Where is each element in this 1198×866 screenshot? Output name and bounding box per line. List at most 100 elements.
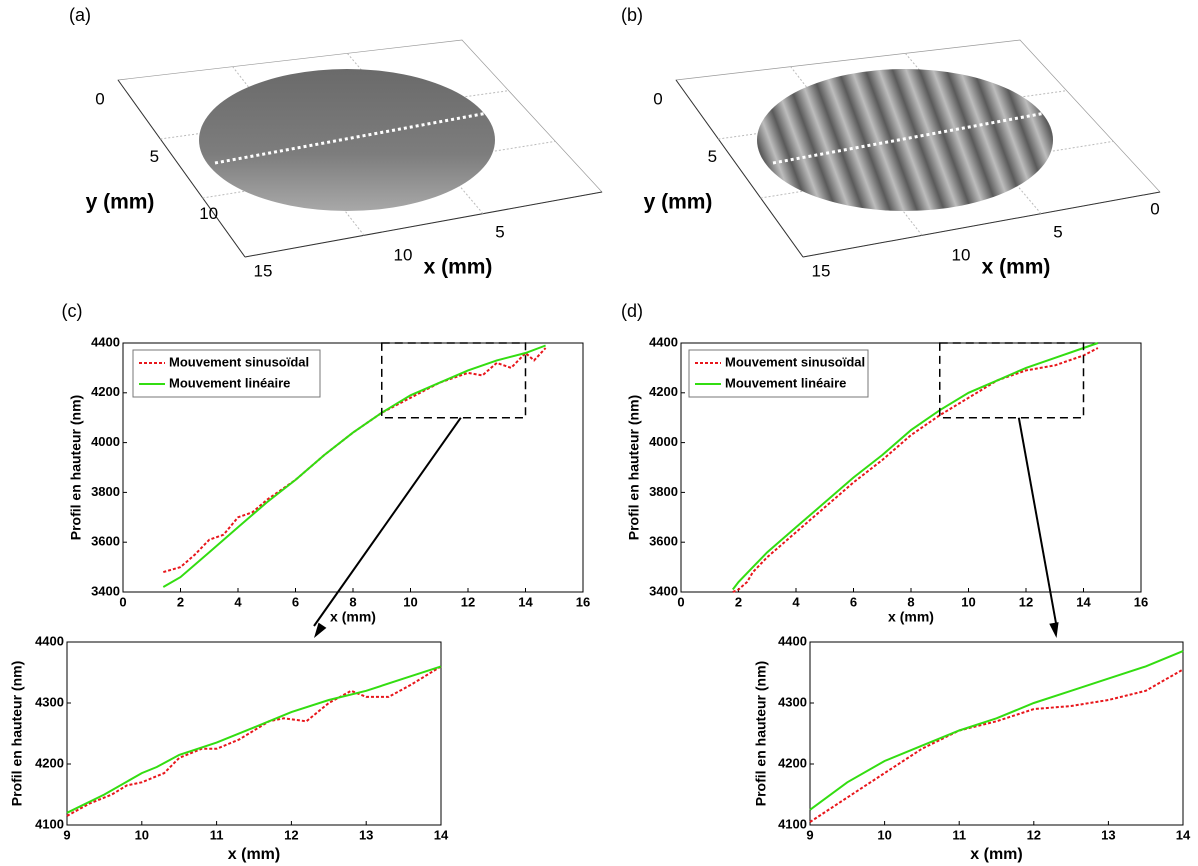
x-axis-label: x (mm) bbox=[424, 256, 493, 279]
y-tick-label: 4200 bbox=[35, 755, 64, 770]
axis bbox=[244, 191, 603, 258]
y-tick-label: 4000 bbox=[649, 434, 678, 449]
x-tick-label: 2 bbox=[735, 594, 742, 609]
y-tick-label: 0 bbox=[653, 89, 662, 108]
x-tick-label: 10 bbox=[961, 594, 975, 609]
plot-frame bbox=[809, 641, 1184, 826]
y-tick-label: 4000 bbox=[91, 434, 120, 449]
x-tick-label: 12 bbox=[461, 594, 475, 609]
y-tick-label: 4200 bbox=[649, 384, 678, 399]
series-line bbox=[66, 665, 442, 817]
y-tick-label: 0 bbox=[95, 89, 104, 108]
legend-label: Mouvement sinusoïdal bbox=[169, 354, 309, 369]
y-tick-label: 4100 bbox=[778, 816, 807, 831]
y-tick-label: 4200 bbox=[778, 755, 807, 770]
x-tick-label: 11 bbox=[210, 827, 224, 842]
y-axis-label: Profil en hauteur (nm) bbox=[68, 395, 84, 540]
y-axis-label: Profil en hauteur (nm) bbox=[626, 395, 642, 540]
x-axis-label: x (mm) bbox=[970, 846, 1022, 863]
legend-box bbox=[688, 349, 869, 398]
axis bbox=[117, 79, 246, 258]
plot-frame bbox=[66, 641, 442, 826]
x-tick-label: 5 bbox=[495, 222, 504, 241]
floor-grid bbox=[760, 140, 1114, 199]
x-axis-label: x (mm) bbox=[330, 609, 376, 625]
x-tick-label: 12 bbox=[1027, 827, 1041, 842]
x-tick-label: 14 bbox=[1076, 594, 1091, 609]
series-line bbox=[809, 668, 1184, 823]
x-tick-label: 4 bbox=[792, 594, 800, 609]
panels: (a) 0 5 10 15 5 10 y (mm) x (mm) (b) 0 5 15 0 5 10 y (mm… bbox=[9, 5, 1191, 863]
y-tick-label: 3400 bbox=[91, 583, 120, 598]
x-tick-label: 10 bbox=[135, 827, 149, 842]
series-line bbox=[809, 650, 1184, 811]
series-line bbox=[66, 665, 442, 814]
x-tick-label: 10 bbox=[877, 827, 891, 842]
y-tick-label: 4200 bbox=[91, 384, 120, 399]
x-tick-label: 9 bbox=[806, 827, 813, 842]
y-axis-label: y (mm) bbox=[86, 191, 155, 214]
legend-label: Mouvement sinusoïdal bbox=[725, 354, 865, 369]
y-axis-label: y (mm) bbox=[644, 191, 713, 214]
y-tick-label: 4300 bbox=[35, 694, 64, 709]
y-axis-label: Profil en hauteur (nm) bbox=[753, 661, 769, 806]
y-tick-label: 3600 bbox=[91, 534, 120, 549]
x-tick-label: 9 bbox=[63, 827, 70, 842]
axis bbox=[802, 191, 1161, 258]
x-tick-label: 5 bbox=[1053, 222, 1062, 241]
x-tick-label: 12 bbox=[1019, 594, 1033, 609]
legend-box bbox=[132, 349, 321, 398]
y-tick-label: 3400 bbox=[649, 583, 678, 598]
y-tick-label: 15 bbox=[254, 261, 273, 280]
y-axis-label: Profil en hauteur (nm) bbox=[9, 661, 25, 806]
x-tick-label: 14 bbox=[434, 827, 449, 842]
y-tick-label: 10 bbox=[199, 204, 218, 223]
axis bbox=[675, 79, 804, 258]
y-tick-label: 4300 bbox=[778, 694, 807, 709]
y-tick-label: 4400 bbox=[778, 633, 807, 648]
x-tick-label: 14 bbox=[1176, 827, 1191, 842]
zoom-box bbox=[939, 342, 1085, 419]
panel-label: (b) bbox=[621, 5, 643, 25]
zoom-arrow bbox=[1017, 417, 1058, 627]
x-tick-label: 0 bbox=[1150, 199, 1159, 218]
y-tick-label: 5 bbox=[150, 147, 159, 166]
y-tick-label: 5 bbox=[708, 147, 717, 166]
x-axis-label: x (mm) bbox=[888, 609, 934, 625]
y-tick-label: 15 bbox=[812, 261, 831, 280]
x-axis-label: x (mm) bbox=[228, 846, 280, 863]
surface-panel: 0 5 10 15 5 10 y (mm) x (mm) bbox=[86, 39, 603, 280]
y-tick-label: 3800 bbox=[649, 484, 678, 499]
y-tick-label: 4400 bbox=[35, 633, 64, 648]
surface-panel: 0 5 15 0 5 10 y (mm) x (mm) bbox=[644, 39, 1161, 280]
x-tick-label: 4 bbox=[234, 594, 242, 609]
profile-line bbox=[772, 110, 1052, 165]
x-tick-label: 14 bbox=[518, 594, 533, 609]
x-tick-label: 6 bbox=[292, 594, 299, 609]
x-tick-label: 0 bbox=[119, 594, 126, 609]
x-tick-label: 16 bbox=[1134, 594, 1148, 609]
x-tick-label: 13 bbox=[359, 827, 373, 842]
x-tick-label: 11 bbox=[952, 827, 966, 842]
panel-label: (d) bbox=[621, 301, 643, 321]
x-tick-label: 10 bbox=[394, 245, 413, 264]
legend-label: Mouvement linéaire bbox=[725, 375, 846, 390]
y-tick-label: 4100 bbox=[35, 816, 64, 831]
panel-label: (c) bbox=[62, 301, 83, 321]
legend-label: Mouvement linéaire bbox=[169, 375, 290, 390]
zoom-arrow-head bbox=[314, 622, 327, 638]
panel-label: (a) bbox=[69, 5, 91, 25]
x-tick-label: 2 bbox=[177, 594, 184, 609]
x-tick-label: 6 bbox=[850, 594, 857, 609]
floor-grid bbox=[202, 140, 556, 199]
x-tick-label: 0 bbox=[677, 594, 684, 609]
y-tick-label: 4400 bbox=[649, 334, 678, 349]
x-tick-label: 10 bbox=[403, 594, 417, 609]
x-tick-label: 8 bbox=[907, 594, 914, 609]
profile-line bbox=[214, 110, 494, 165]
series-line bbox=[162, 344, 546, 588]
x-axis-label: x (mm) bbox=[982, 256, 1051, 279]
zoom-box bbox=[381, 342, 527, 419]
x-tick-label: 10 bbox=[952, 245, 971, 264]
